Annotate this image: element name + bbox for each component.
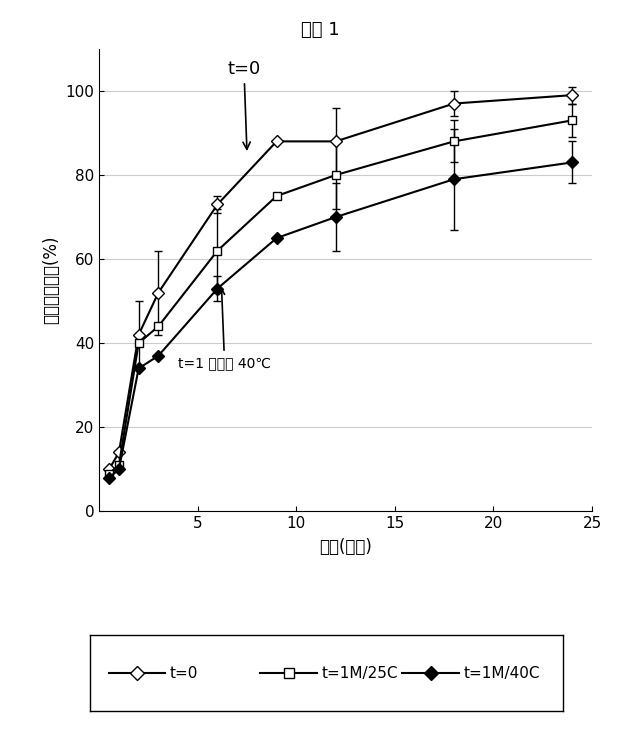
Text: t=1 カ月、 40℃: t=1 カ月、 40℃ — [178, 289, 271, 370]
X-axis label: 時間(時間): 時間(時間) — [319, 538, 372, 556]
Text: t=1M/40C: t=1M/40C — [464, 666, 540, 681]
Y-axis label: 累積薬物放出(%): 累積薬物放出(%) — [42, 236, 60, 324]
Text: t=0: t=0 — [170, 666, 198, 681]
Text: 製剤 1: 製剤 1 — [301, 21, 339, 39]
Text: t=1M/25C: t=1M/25C — [322, 666, 398, 681]
Text: t=0: t=0 — [227, 60, 260, 150]
